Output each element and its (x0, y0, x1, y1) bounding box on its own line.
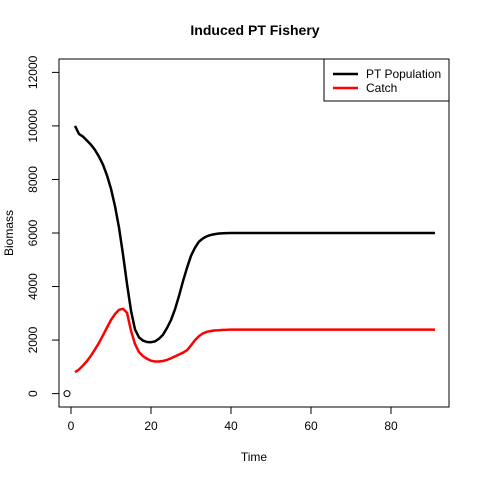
data-point (63, 390, 71, 398)
x-tick-label: 0 (68, 419, 75, 433)
x-axis-label: Time (241, 450, 268, 464)
chart-title: Induced PT Fishery (190, 22, 319, 38)
legend-label-pt-population: PT Population (366, 67, 441, 81)
x-tick-label: 80 (384, 419, 398, 433)
y-tick-label: 4000 (26, 273, 40, 300)
series-line-catch (74, 307, 435, 374)
legend: PT Population Catch (323, 58, 450, 102)
y-tick-label: 8000 (26, 166, 40, 193)
series-line-pt-population (73, 125, 435, 344)
legend-box (323, 58, 450, 102)
legend-label-catch: Catch (366, 81, 397, 95)
y-axis-label: Biomass (2, 210, 16, 256)
y-tick-label: 12000 (26, 55, 40, 89)
y-tick-label: 0 (26, 390, 40, 397)
data-points (63, 390, 71, 398)
x-tick-label: 40 (224, 419, 238, 433)
y-tick-label: 2000 (26, 326, 40, 353)
y-tick-label: 10000 (26, 109, 40, 143)
y-tick-label: 6000 (26, 219, 40, 246)
x-tick-label: 20 (144, 419, 158, 433)
x-tick-label: 60 (304, 419, 318, 433)
series-lines (73, 125, 435, 374)
axis-ticks: 0 20 40 60 80 0 2000 4000 6000 8000 10000 12000 (26, 55, 398, 433)
